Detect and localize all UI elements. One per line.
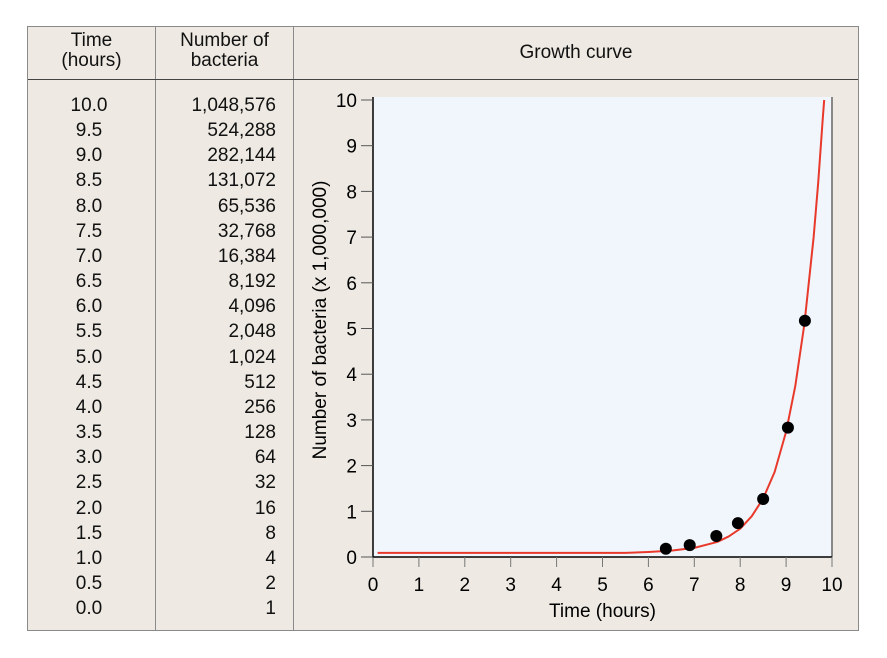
time-cell: 3.0 [75,447,103,469]
chart-title: Growth curve [519,42,633,63]
y-tick-label: 3 [346,411,357,432]
data-point [757,492,770,505]
time-header-line1: Time [70,30,113,51]
count-cell: 4 [265,547,276,569]
data-point [710,529,723,542]
count-cell: 2 [265,572,276,594]
count-cell: 131,072 [207,170,276,192]
x-tick-label: 9 [781,575,792,596]
y-tick-label: 5 [346,320,357,341]
data-point [798,314,811,327]
time-column: 10.0 9.5 9.0 8.5 8.0 7.5 7.0 6.5 6.0 5.5 5.0 4.5 4.0… [28,93,150,621]
x-tick-label: 2 [460,575,471,596]
column-divider [293,27,294,630]
y-tick-label: 0 [346,548,357,569]
y-tick-label: 9 [346,137,357,158]
time-cell: 7.0 [75,245,103,267]
x-tick-label: 10 [821,575,842,596]
x-tick-label: 0 [368,575,379,596]
count-cell: 256 [244,396,276,418]
x-tick-label: 4 [551,575,562,596]
x-tick-label: 3 [505,575,516,596]
count-column: 1,048,576 524,288 282,144 131,072 65,536 32,7… [156,93,276,621]
count-cell: 1,048,576 [191,95,276,116]
column-divider [155,27,156,630]
y-tick-label: 1 [346,502,357,523]
x-tick-label: 7 [689,575,700,596]
count-cell: 32 [254,472,276,494]
count-cell: 1,024 [228,346,276,368]
header-divider [28,79,858,80]
count-cell: 4,096 [228,296,276,318]
time-cell: 0.5 [75,572,103,594]
x-tick-label: 1 [414,575,425,596]
growth-curve [377,99,826,554]
data-point [659,542,672,555]
count-cell: 16 [254,497,276,519]
time-cell: 5.0 [75,346,103,368]
time-cell: 2.5 [75,472,103,494]
x-axis-label: Time (hours) [549,601,656,622]
time-cell: 6.5 [75,271,103,293]
time-cell: 10.0 [70,95,108,116]
plot-area [373,97,832,557]
time-cell: 4.5 [75,371,103,393]
time-cell: 9.0 [75,145,103,167]
time-cell: 3.5 [75,422,103,444]
time-cell: 1.0 [75,547,103,569]
time-cell: 4.0 [75,396,103,418]
count-cell: 524,288 [207,120,276,142]
count-cell: 8 [265,522,276,544]
y-tick-label: 7 [346,228,357,249]
count-cell: 1 [265,598,276,620]
count-header-line2: bacteria [190,50,259,71]
data-point [731,517,744,530]
time-header-line2: (hours) [61,50,122,71]
y-tick-label: 2 [346,457,357,478]
y-tick-label: 6 [346,274,357,295]
time-cell: 9.5 [75,120,103,142]
y-tick-label: 4 [346,365,357,386]
count-cell: 64 [254,447,276,469]
count-header: Number of bacteria [156,31,293,71]
count-cell: 128 [244,422,276,444]
x-tick-label: 8 [735,575,746,596]
time-cell: 1.5 [75,522,103,544]
y-tick-label: 10 [336,91,357,112]
y-tick-label: 8 [346,182,357,203]
time-cell: 5.5 [75,321,103,343]
x-tick-label: 5 [597,575,608,596]
time-cell: 0.0 [75,598,103,620]
count-cell: 2,048 [228,321,276,343]
time-cell: 8.5 [75,170,103,192]
count-cell: 16,384 [217,245,276,267]
time-cell: 8.0 [75,195,103,217]
count-cell: 65,536 [217,195,276,217]
count-header-line1: Number of [180,30,269,51]
x-tick-label: 6 [643,575,654,596]
time-cell: 6.0 [75,296,103,318]
count-cell: 512 [244,371,276,393]
count-cell: 282,144 [207,145,276,167]
count-cell: 32,768 [217,220,276,242]
time-cell: 7.5 [75,220,103,242]
data-point [683,539,696,552]
time-cell: 2.0 [75,497,103,519]
time-header: Time (hours) [28,31,155,71]
count-cell: 8,192 [228,271,276,293]
data-point [781,421,794,434]
y-axis-label: Number of bacteria (x 1,000,000) [310,181,331,460]
